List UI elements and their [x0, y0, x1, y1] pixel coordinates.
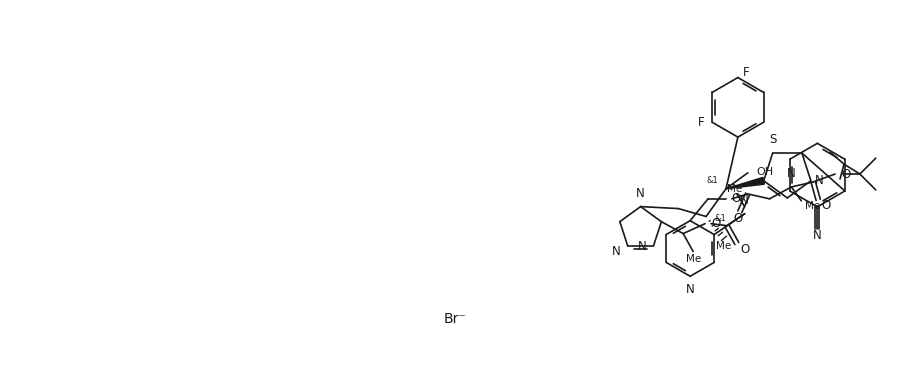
Text: N: N	[637, 187, 645, 200]
Text: OH: OH	[757, 167, 774, 177]
Text: F: F	[743, 66, 749, 79]
Text: N: N	[612, 244, 621, 258]
Text: Me: Me	[806, 201, 821, 211]
Text: Br⁻: Br⁻	[444, 312, 467, 326]
Text: O: O	[711, 217, 720, 230]
Text: O: O	[741, 243, 750, 256]
Text: N: N	[740, 194, 749, 207]
Text: O: O	[841, 168, 850, 180]
Text: N: N	[813, 229, 821, 242]
Text: O: O	[732, 192, 741, 206]
Text: Me: Me	[727, 184, 743, 194]
Text: N: N	[686, 283, 695, 296]
Text: &1: &1	[706, 176, 718, 185]
Text: Me: Me	[716, 241, 732, 251]
Text: Me: Me	[686, 254, 700, 264]
Text: N: N	[815, 174, 823, 187]
Text: S: S	[769, 133, 776, 146]
Text: F: F	[698, 116, 704, 129]
Polygon shape	[726, 177, 764, 189]
Text: O: O	[821, 199, 831, 212]
Text: &1: &1	[714, 214, 726, 223]
Text: O: O	[733, 212, 742, 225]
Text: N: N	[638, 240, 647, 253]
Text: N: N	[787, 167, 796, 180]
